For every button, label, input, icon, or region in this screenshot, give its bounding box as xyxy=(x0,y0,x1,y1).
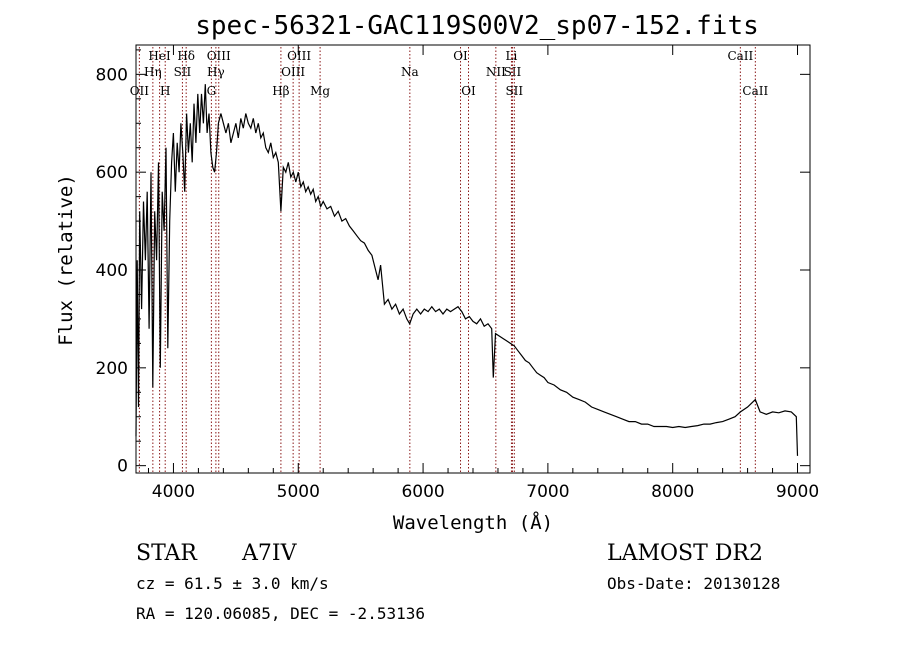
spectral-line-label: OIII xyxy=(207,49,231,63)
coordinates-info: RA = 120.06085, DEC = -2.53136 xyxy=(136,604,425,623)
spectral-line-label: OIII xyxy=(281,65,305,79)
spectral-line-label: Na xyxy=(401,65,419,79)
survey-name: LAMOST DR2 xyxy=(607,541,763,566)
spectral-line-label: H xyxy=(160,84,170,98)
spectral-line-label: CaII xyxy=(727,49,753,63)
x-tick-label: 8000 xyxy=(651,482,694,502)
x-tick-label: 6000 xyxy=(401,482,444,502)
x-axis-label: Wavelength (Å) xyxy=(393,511,553,534)
x-tick-label: 9000 xyxy=(776,482,819,502)
y-tick-label: 800 xyxy=(96,65,128,85)
y-tick-label: 600 xyxy=(96,163,128,183)
spectral-line-label: Li xyxy=(506,49,518,63)
x-tick-label: 5000 xyxy=(277,482,320,502)
spectral-line-label: Hγ xyxy=(207,65,225,79)
emission-line-markers: OII Hη HeI H SII Hδ G Hγ OIII Hβ OIII OIII Mg Na OI OI N… xyxy=(130,47,768,473)
spectral-line-label: CaII xyxy=(742,84,768,98)
spectral-line-label: OI xyxy=(461,84,476,98)
y-axis-label: Flux (relative) xyxy=(55,174,77,346)
observation-date: Obs-Date: 20130128 xyxy=(607,574,780,593)
spectral-line-label: SII xyxy=(504,65,522,79)
object-class: STAR xyxy=(136,541,198,566)
y-tick-label: 0 xyxy=(117,457,128,477)
x-tick-label: 7000 xyxy=(526,482,569,502)
spectral-line-label: G xyxy=(207,84,217,98)
x-tick-label: 4000 xyxy=(152,482,195,502)
spectral-line-label: OI xyxy=(453,49,468,63)
spectral-line-label: OII xyxy=(130,84,150,98)
spectral-line-label: SII xyxy=(174,65,192,79)
spectral-line-label: Hδ xyxy=(177,49,195,63)
object-subclass: A7IV xyxy=(241,541,298,566)
y-tick-label: 400 xyxy=(96,261,128,281)
spectral-line-label: Hβ xyxy=(272,84,289,98)
spectral-line-label: NII xyxy=(486,65,506,79)
y-tick-label: 200 xyxy=(96,359,128,379)
chart-title: spec-56321-GAC119S00V2_sp07-152.fits xyxy=(195,11,759,41)
plot-area-frame xyxy=(135,44,811,474)
axis-ticks: 4000 5000 6000 7000 8000 9000 0 200 400 600 800 xyxy=(96,45,819,502)
spectral-line-label: SII xyxy=(505,84,523,98)
spectral-line-label: Hη xyxy=(144,65,162,79)
spectral-line-label: HeI xyxy=(148,49,171,63)
redshift-info: cz = 61.5 ± 3.0 km/s xyxy=(136,574,329,593)
spectral-line-label: Mg xyxy=(310,84,330,98)
spectral-line-label: OIII xyxy=(287,49,311,63)
spectrum-series-line xyxy=(135,84,799,456)
